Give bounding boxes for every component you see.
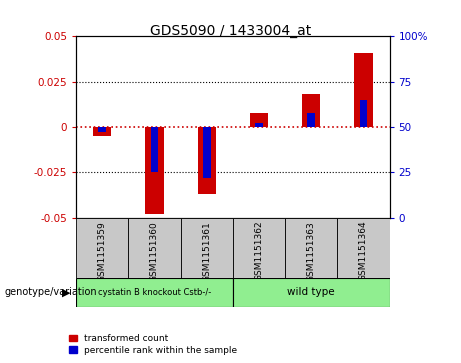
Text: GSM1151363: GSM1151363 [307, 221, 316, 282]
Bar [93, 127, 111, 136]
Text: cystatin B knockout Cstb-/-: cystatin B knockout Cstb-/- [98, 288, 211, 297]
Bar [181, 218, 233, 278]
Legend: transformed count, percentile rank within the sample: transformed count, percentile rank withi… [69, 334, 237, 355]
Text: GSM1151361: GSM1151361 [202, 221, 211, 282]
Bar [145, 127, 164, 214]
Bar [128, 218, 181, 278]
Bar [250, 113, 268, 127]
Text: GSM1151364: GSM1151364 [359, 221, 368, 281]
Bar [354, 53, 372, 127]
Text: GSM1151360: GSM1151360 [150, 221, 159, 282]
Bar [307, 113, 315, 127]
Bar [76, 278, 233, 307]
Bar [302, 94, 320, 127]
Text: genotype/variation: genotype/variation [5, 287, 97, 297]
Bar [98, 127, 106, 132]
Bar [360, 100, 367, 127]
Bar [197, 127, 216, 194]
Bar [285, 218, 337, 278]
Bar [233, 278, 390, 307]
Bar [150, 127, 158, 172]
Text: GDS5090 / 1433004_at: GDS5090 / 1433004_at [150, 24, 311, 38]
Text: wild type: wild type [287, 287, 335, 297]
Text: ▶: ▶ [62, 287, 71, 297]
Bar [337, 218, 390, 278]
Text: GSM1151359: GSM1151359 [98, 221, 106, 282]
Text: GSM1151362: GSM1151362 [254, 221, 263, 281]
Bar [203, 127, 211, 178]
Bar [76, 218, 128, 278]
Bar [255, 123, 263, 127]
Bar [233, 218, 285, 278]
